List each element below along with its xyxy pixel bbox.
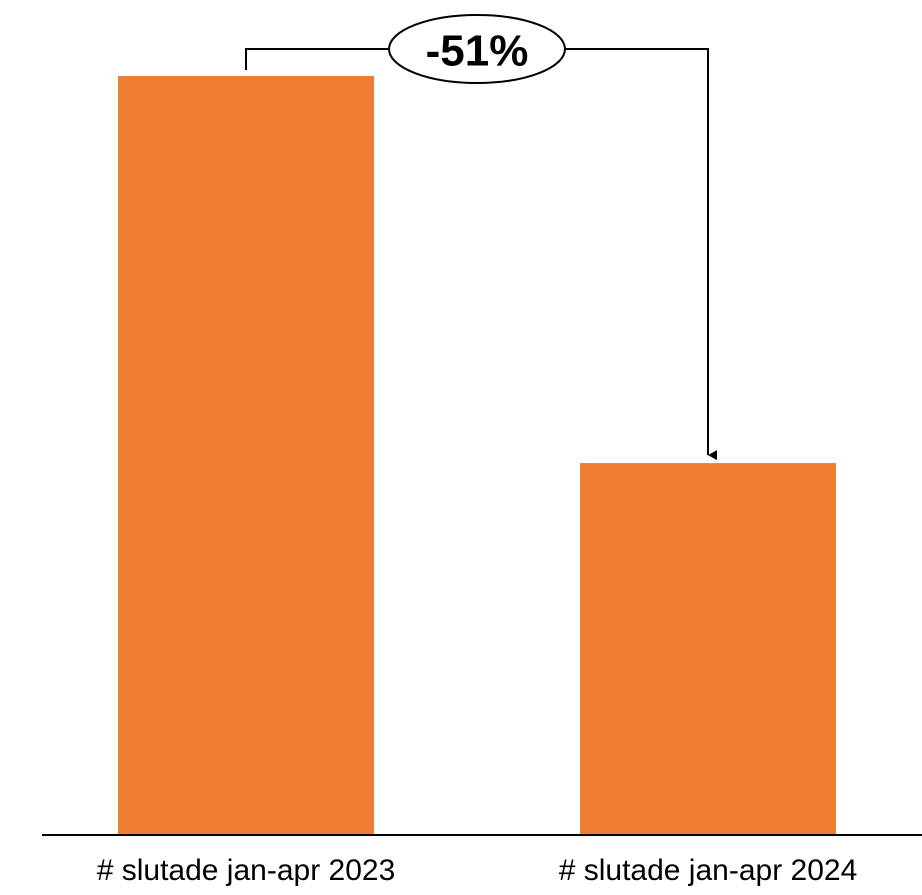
bar-1 — [118, 76, 374, 835]
percent-change-label: -51% — [426, 27, 529, 76]
callout-bracket-left — [245, 48, 389, 70]
category-label-1: # slutade jan-apr 2023 — [97, 854, 396, 887]
category-labels-group: # slutade jan-apr 2023 # slutade jan-apr … — [97, 854, 858, 887]
category-label-2: # slutade jan-apr 2024 — [559, 854, 858, 887]
change-callout: -51% — [245, 14, 717, 461]
bars-group — [118, 76, 836, 835]
bar-2 — [580, 463, 836, 835]
callout-arrow — [565, 48, 717, 461]
callout-ellipse — [388, 14, 566, 84]
